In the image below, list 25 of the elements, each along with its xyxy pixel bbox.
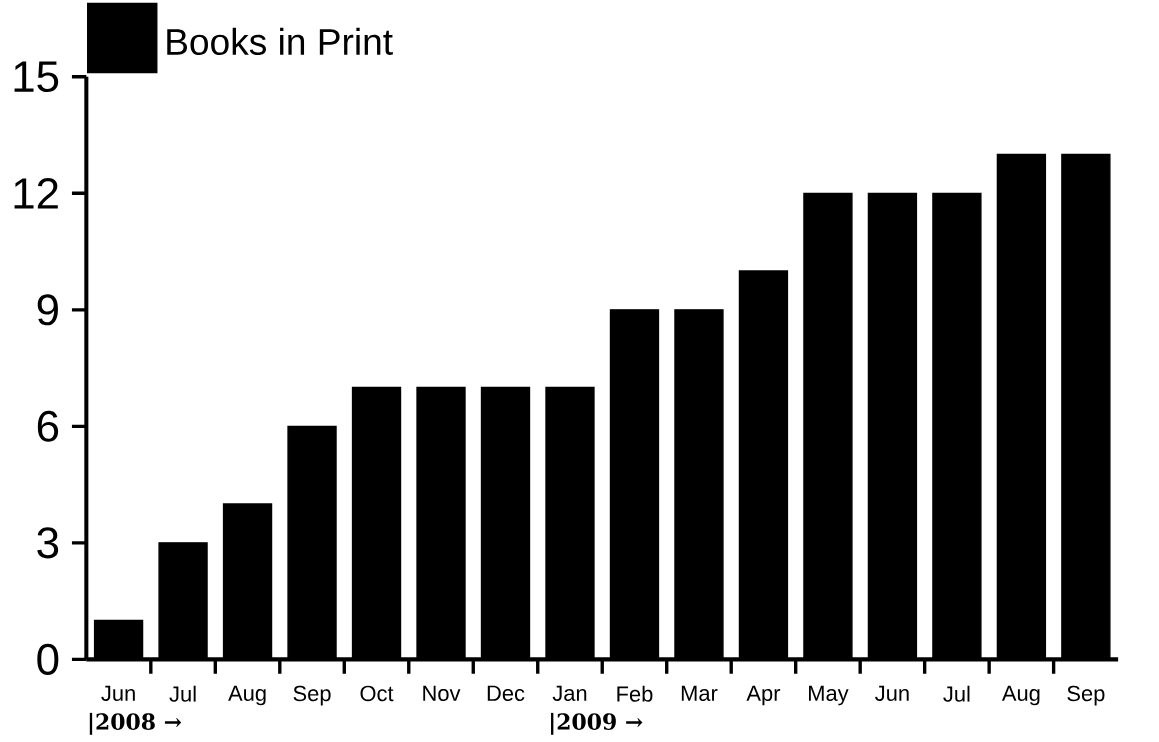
y-tick-label: 15 (14, 61, 59, 93)
x-tick-label: Apr (746, 685, 781, 706)
x-tick-label: Oct (360, 685, 394, 702)
text: |2008 → (89, 712, 182, 735)
text: |2009 → (551, 712, 643, 735)
x-tick-label: May (809, 685, 849, 706)
legend-label: Books in Print (167, 27, 393, 56)
y-tick-label: 0 (37, 643, 59, 675)
x-tick-label: Sep (293, 685, 331, 706)
y-tick-label: 12 (14, 178, 58, 209)
x-tick-label: Aug (1001, 685, 1040, 706)
x-tick-label: Dec (487, 685, 525, 702)
x-tick-label: Jun (875, 685, 909, 702)
y-tick-label: 3 (37, 527, 59, 559)
y-tick-label: 9 (37, 294, 58, 326)
x-tick-label: Aug (228, 685, 266, 706)
x-tick-label: Jan (552, 685, 587, 702)
x-tick-label: Sep (1067, 685, 1105, 706)
x-tick-label: Jul (943, 685, 970, 702)
x-tick-label: Jun (101, 685, 135, 702)
x-tick-label: Jul (169, 685, 196, 702)
y-tick-label: 6 (37, 410, 59, 442)
x-tick-label: Nov (423, 685, 461, 702)
x-tick-label: Mar (681, 685, 718, 702)
x-tick-label: Feb (617, 685, 653, 702)
